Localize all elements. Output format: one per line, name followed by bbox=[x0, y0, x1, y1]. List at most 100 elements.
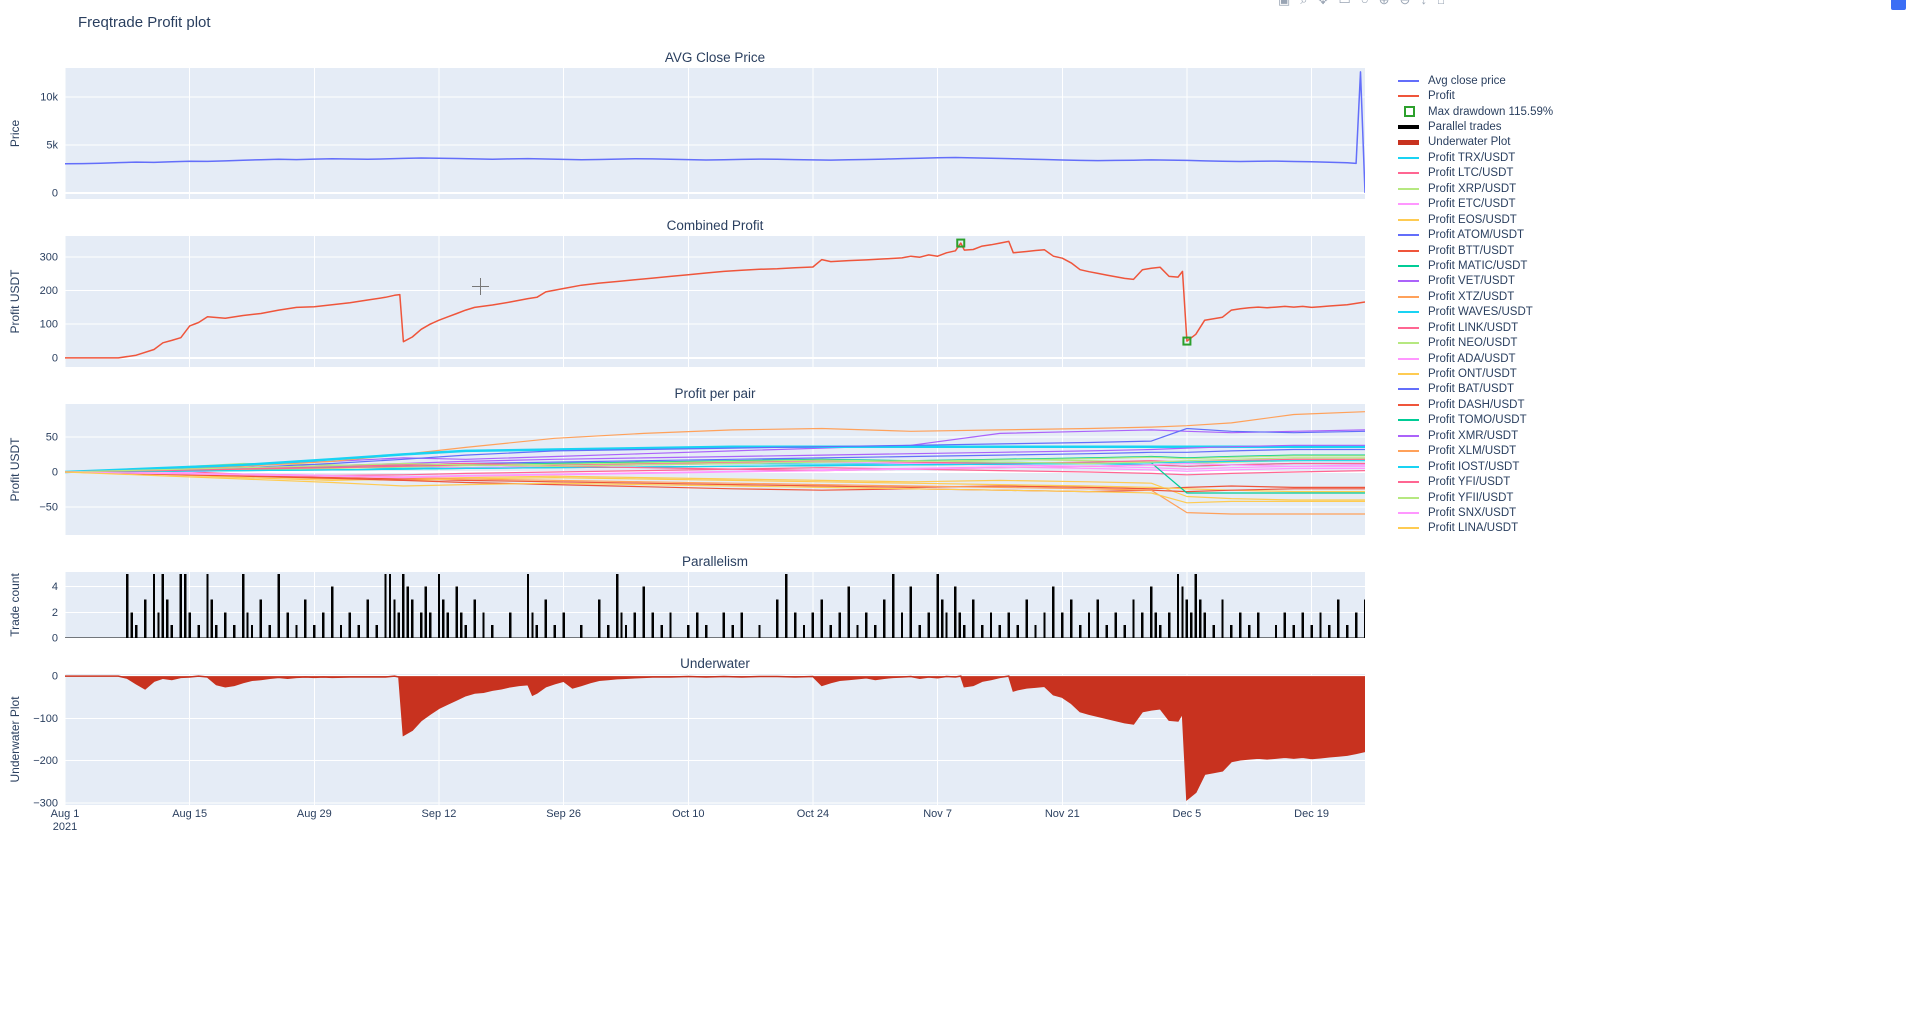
parallel-trades-bar bbox=[802, 625, 806, 638]
parallel-trades-bar bbox=[740, 612, 743, 638]
legend-item-profit-tomo-usdt[interactable]: Profit TOMO/USDT bbox=[1398, 413, 1553, 428]
legend-swatch-icon bbox=[1398, 403, 1424, 406]
parallel-trades-bar bbox=[179, 573, 182, 638]
plotly-logo-icon[interactable] bbox=[1891, 0, 1906, 10]
parallel-trades-bar bbox=[491, 625, 494, 638]
parallel-trades-bar bbox=[1345, 625, 1349, 638]
parallel-trades-bar bbox=[1190, 612, 1193, 638]
legend-item-profit-ada-usdt[interactable]: Profit ADA/USDT bbox=[1398, 351, 1553, 366]
parallel-trades-bar bbox=[419, 612, 423, 638]
parallel-trades-bar bbox=[936, 573, 939, 638]
parallel-trades-bar bbox=[295, 625, 298, 638]
legend-item-profit-matic-usdt[interactable]: Profit MATIC/USDT bbox=[1398, 258, 1553, 273]
parallel-trades-bar bbox=[188, 612, 191, 638]
legend-label: Profit YFII/USDT bbox=[1428, 491, 1514, 504]
legend-label: Profit ADA/USDT bbox=[1428, 352, 1516, 365]
box-select-icon[interactable]: ▭ bbox=[1338, 0, 1350, 7]
parallel-trades-bar bbox=[1105, 625, 1108, 638]
legend-item-profit-ont-usdt[interactable]: Profit ONT/USDT bbox=[1398, 366, 1553, 381]
parallel-trades-bar bbox=[224, 612, 227, 638]
parallel-trades-bar bbox=[1319, 612, 1322, 638]
legend-item-profit-yfi-usdt[interactable]: Profit YFI/USDT bbox=[1398, 474, 1553, 489]
parallel-trades-bar bbox=[1203, 612, 1206, 638]
plot-area-combined-profit[interactable] bbox=[65, 236, 1365, 367]
series-line-underwater-plot bbox=[65, 675, 1365, 802]
y-tick-label: 0 bbox=[52, 466, 58, 478]
parallel-trades-bar bbox=[615, 573, 619, 638]
parallel-trades-bar bbox=[304, 599, 307, 638]
legend-item-profit[interactable]: Profit bbox=[1398, 88, 1553, 103]
parallel-trades-bar bbox=[856, 625, 859, 638]
legend-item-profit-bat-usdt[interactable]: Profit BAT/USDT bbox=[1398, 382, 1553, 397]
parallel-trades-bar bbox=[785, 573, 788, 638]
legend-item-profit-etc-usdt[interactable]: Profit ETC/USDT bbox=[1398, 197, 1553, 212]
legend-item-profit-trx-usdt[interactable]: Profit TRX/USDT bbox=[1398, 150, 1553, 165]
parallel-trades-bar bbox=[1194, 573, 1198, 638]
lasso-select-icon[interactable]: ○ bbox=[1361, 0, 1369, 7]
subplot-underwater: 0 −100 −200 −300 Underwater Underwater Plot bbox=[8, 656, 1365, 809]
legend-item-profit-neo-usdt[interactable]: Profit NEO/USDT bbox=[1398, 335, 1553, 350]
autoscale-icon[interactable]: ↕ bbox=[1420, 0, 1427, 7]
legend-item-profit-xtz-usdt[interactable]: Profit XTZ/USDT bbox=[1398, 289, 1553, 304]
legend-item-profit-eos-usdt[interactable]: Profit EOS/USDT bbox=[1398, 212, 1553, 227]
legend-swatch-icon bbox=[1398, 124, 1424, 130]
y-axis-label-underwater-plot: Underwater Plot bbox=[8, 696, 22, 783]
reset-axes-icon[interactable]: ⌂ bbox=[1437, 0, 1445, 7]
zoom-icon[interactable]: ⌕ bbox=[1300, 0, 1307, 7]
legend-item-profit-lina-usdt[interactable]: Profit LINA/USDT bbox=[1398, 521, 1553, 536]
parallel-trades-bar bbox=[348, 612, 352, 638]
legend-item-profit-waves-usdt[interactable]: Profit WAVES/USDT bbox=[1398, 305, 1553, 320]
legend-item-profit-xlm-usdt[interactable]: Profit XLM/USDT bbox=[1398, 444, 1553, 459]
y-tick-label: 300 bbox=[40, 251, 58, 263]
series-line-profit-ada-usdt bbox=[65, 466, 1365, 478]
legend-item-avg-close-price[interactable]: Avg close price bbox=[1398, 73, 1553, 88]
series-line-avg-close-price bbox=[65, 71, 1365, 193]
legend-item-profit-yfii-usdt[interactable]: Profit YFII/USDT bbox=[1398, 490, 1553, 505]
legend-label: Profit NEO/USDT bbox=[1428, 337, 1518, 350]
plot-area-parallelism[interactable] bbox=[65, 572, 1365, 638]
zoom-in-icon[interactable]: ⊕ bbox=[1379, 0, 1390, 7]
parallel-trades-bar bbox=[882, 599, 886, 638]
legend-item-max-drawdown-115-59-[interactable]: Max drawdown 115.59% bbox=[1398, 104, 1553, 119]
legend-item-profit-iost-usdt[interactable]: Profit IOST/USDT bbox=[1398, 459, 1553, 474]
parallel-trades-bar bbox=[1114, 612, 1117, 638]
parallel-trades-bar bbox=[388, 573, 392, 638]
legend-item-profit-dash-usdt[interactable]: Profit DASH/USDT bbox=[1398, 397, 1553, 412]
zoom-out-icon[interactable]: ⊖ bbox=[1400, 0, 1411, 7]
legend-item-profit-snx-usdt[interactable]: Profit SNX/USDT bbox=[1398, 505, 1553, 520]
plot-area-avg-close-price[interactable] bbox=[65, 68, 1365, 199]
legend-label: Profit LTC/USDT bbox=[1428, 167, 1514, 180]
y-tick-label: −200 bbox=[33, 755, 58, 767]
parallel-trades-bar bbox=[246, 612, 249, 638]
x-tick-label: Nov 7 bbox=[923, 808, 952, 820]
legend-item-profit-btt-usdt[interactable]: Profit BTT/USDT bbox=[1398, 243, 1553, 258]
legend-item-profit-link-usdt[interactable]: Profit LINK/USDT bbox=[1398, 320, 1553, 335]
parallel-trades-bar bbox=[1301, 612, 1304, 638]
legend-swatch-icon bbox=[1398, 326, 1424, 329]
parallel-trades-bar bbox=[1354, 612, 1358, 638]
parallel-trades-bar bbox=[1007, 612, 1011, 638]
parallel-trades-bar bbox=[1292, 625, 1295, 638]
y-tick-label: 0 bbox=[52, 633, 58, 645]
x-tick-label: Aug 29 bbox=[297, 808, 332, 820]
legend-item-profit-ltc-usdt[interactable]: Profit LTC/USDT bbox=[1398, 166, 1553, 181]
legend-item-profit-atom-usdt[interactable]: Profit ATOM/USDT bbox=[1398, 227, 1553, 242]
max-drawdown-marker-icon bbox=[1182, 336, 1192, 346]
legend-swatch-icon bbox=[1398, 295, 1424, 298]
parallel-trades-bar bbox=[927, 612, 930, 638]
legend-item-profit-xrp-usdt[interactable]: Profit XRP/USDT bbox=[1398, 181, 1553, 196]
camera-icon[interactable]: ▣ bbox=[1278, 0, 1290, 7]
legend-item-profit-xmr-usdt[interactable]: Profit XMR/USDT bbox=[1398, 428, 1553, 443]
parallel-trades-bar bbox=[758, 625, 761, 638]
parallel-trades-bar bbox=[945, 612, 948, 638]
pan-icon[interactable]: ✥ bbox=[1318, 0, 1329, 7]
legend-item-parallel-trades[interactable]: Parallel trades bbox=[1398, 119, 1553, 134]
y-tick-label: 0 bbox=[52, 671, 58, 683]
legend-item-underwater-plot[interactable]: Underwater Plot bbox=[1398, 135, 1553, 150]
parallel-trades-bar bbox=[442, 599, 445, 638]
legend-swatch-icon bbox=[1398, 172, 1424, 175]
legend-item-profit-vet-usdt[interactable]: Profit VET/USDT bbox=[1398, 274, 1553, 289]
legend-swatch-icon bbox=[1398, 373, 1424, 376]
parallel-trades-bar bbox=[428, 612, 432, 638]
parallel-trades-bar bbox=[989, 612, 993, 638]
